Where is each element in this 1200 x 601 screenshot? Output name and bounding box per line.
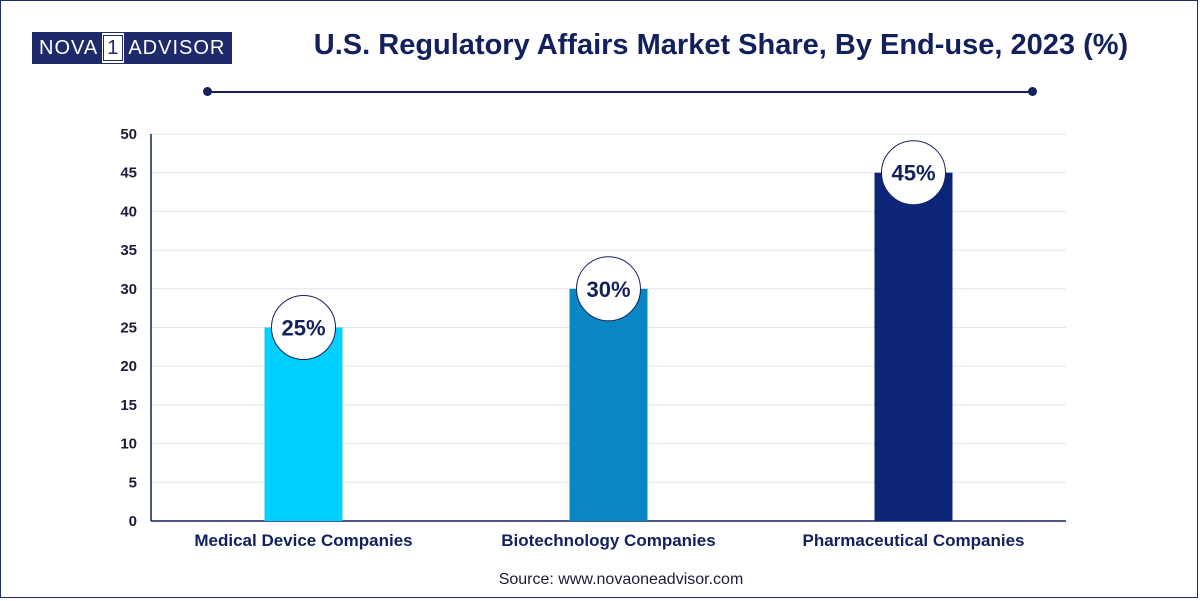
chart-title: U.S. Regulatory Affairs Market Share, By…: [313, 29, 1129, 61]
data-label-3: 45%: [891, 161, 935, 186]
title-divider: [207, 91, 1033, 93]
brand-logo: NOVA 1 ADVISOR: [32, 32, 233, 64]
y-tick-label-5: 5: [129, 474, 137, 491]
y-tick-label-45: 45: [120, 165, 137, 182]
y-tick-label-10: 10: [120, 436, 137, 453]
y-tick-label-0: 0: [129, 513, 137, 530]
data-label-bubble-1: [271, 295, 336, 360]
x-tick-label-1: Medical Device Companies: [194, 531, 412, 550]
title-divider-left-dot: [203, 87, 212, 96]
y-tick-label-40: 40: [120, 203, 137, 220]
logo-text-one: 1: [103, 35, 124, 61]
logo-text-nova: NOVA: [33, 33, 103, 63]
title-divider-right-dot: [1028, 87, 1037, 96]
data-label-1: 25%: [281, 316, 325, 341]
source-note: Source: www.novaoneadvisor.com: [498, 571, 744, 588]
data-label-bubble-3: [881, 140, 946, 206]
bar-3: [874, 172, 953, 521]
y-tick-label-30: 30: [120, 281, 137, 298]
y-tick-label-25: 25: [120, 320, 137, 337]
y-tick-label-20: 20: [120, 358, 137, 375]
data-label-2: 30%: [586, 277, 630, 302]
y-tick-label-15: 15: [120, 397, 137, 414]
logo-text-advisor: ADVISOR: [124, 33, 232, 63]
y-tick-label-50: 50: [120, 126, 137, 143]
bar-2: [569, 288, 648, 521]
x-tick-label-3: Pharmaceutical Companies: [802, 531, 1024, 550]
x-tick-label-2: Biotechnology Companies: [501, 531, 715, 550]
y-tick-label-35: 35: [120, 242, 137, 259]
data-label-bubble-2: [576, 256, 641, 322]
